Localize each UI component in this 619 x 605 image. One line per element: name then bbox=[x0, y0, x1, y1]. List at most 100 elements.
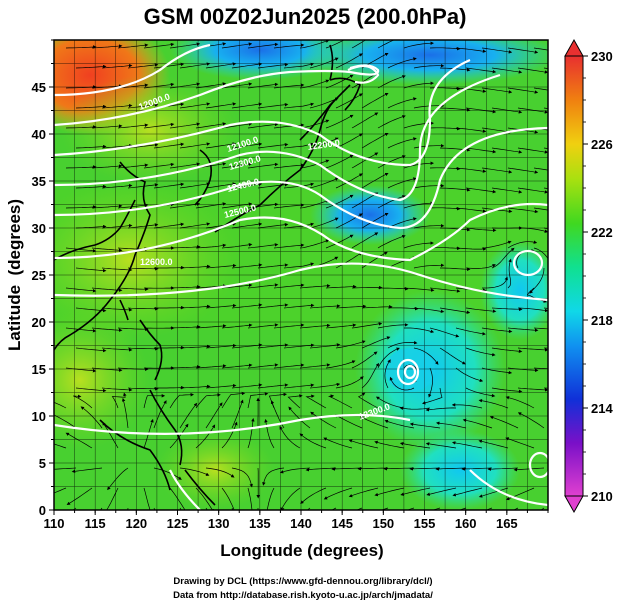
streamline bbox=[231, 182, 263, 189]
streamline bbox=[179, 264, 211, 269]
streamline bbox=[529, 267, 545, 294]
streamline bbox=[325, 234, 354, 249]
streamline bbox=[309, 343, 341, 349]
streamline bbox=[309, 217, 339, 229]
streamline bbox=[101, 347, 133, 352]
streamline bbox=[487, 467, 519, 471]
streamline bbox=[533, 167, 548, 171]
streamline bbox=[195, 284, 227, 289]
streamline bbox=[481, 47, 513, 54]
streamline bbox=[283, 182, 315, 189]
streamline bbox=[429, 46, 461, 51]
streamline bbox=[283, 142, 315, 149]
streamline bbox=[481, 327, 513, 334]
streamline bbox=[273, 203, 305, 209]
streamline bbox=[403, 81, 435, 89]
y-tick-label: 0 bbox=[39, 503, 46, 518]
x-tick-label: 145 bbox=[331, 516, 353, 531]
streamline bbox=[273, 43, 305, 49]
streamline bbox=[169, 42, 201, 49]
streamline bbox=[153, 507, 156, 510]
streamline bbox=[257, 142, 289, 149]
streamline bbox=[143, 82, 175, 89]
height-contours bbox=[54, 43, 548, 510]
colorbar: 210 214 218 222 226 230 bbox=[564, 38, 613, 514]
y-tick-label: 30 bbox=[32, 221, 46, 236]
streamline bbox=[101, 307, 133, 312]
streamline bbox=[507, 240, 538, 249]
streamline bbox=[383, 466, 415, 471]
x-tick-label: 140 bbox=[290, 516, 312, 531]
colorbar-tick-label: 226 bbox=[591, 137, 613, 152]
streamline bbox=[205, 182, 237, 189]
streamline bbox=[169, 245, 201, 249]
streamline bbox=[91, 204, 123, 209]
streamline bbox=[221, 42, 253, 49]
streamline bbox=[205, 263, 237, 269]
streamline bbox=[195, 202, 227, 209]
streamline bbox=[247, 363, 279, 369]
streamline bbox=[377, 195, 406, 209]
streamline bbox=[428, 367, 433, 398]
streamline bbox=[429, 166, 461, 171]
colorbar-tick-label: 230 bbox=[591, 49, 613, 64]
streamline bbox=[205, 142, 237, 149]
streamline bbox=[465, 387, 496, 398]
streamline bbox=[335, 340, 366, 349]
streamline bbox=[325, 194, 354, 209]
streamline bbox=[465, 67, 497, 74]
x-tick-label: 120 bbox=[125, 516, 147, 531]
x-axis-label: Longitude (degrees) bbox=[220, 541, 383, 560]
streamline bbox=[299, 284, 331, 289]
streamline bbox=[387, 177, 417, 189]
streamline bbox=[435, 421, 467, 429]
streamline bbox=[335, 376, 364, 389]
streamline bbox=[127, 387, 159, 391]
streamline bbox=[179, 222, 211, 229]
streamline bbox=[91, 44, 123, 49]
streamline bbox=[221, 202, 253, 209]
x-tick-label: 115 bbox=[85, 516, 106, 531]
streamline bbox=[465, 147, 497, 154]
streamline bbox=[403, 287, 435, 292]
streamline bbox=[231, 222, 263, 229]
streamline bbox=[361, 93, 389, 109]
streamline bbox=[299, 199, 330, 209]
streamline bbox=[335, 133, 363, 149]
streamline bbox=[439, 187, 471, 192]
streamline bbox=[280, 487, 301, 510]
streamline bbox=[455, 247, 487, 251]
streamline bbox=[305, 467, 337, 472]
streamline bbox=[91, 124, 123, 129]
streamline bbox=[205, 62, 237, 69]
streamline bbox=[384, 359, 391, 389]
streamline bbox=[80, 406, 103, 429]
streamline bbox=[169, 162, 201, 169]
streamline bbox=[465, 187, 497, 194]
streamline bbox=[153, 62, 185, 69]
streamline bbox=[327, 394, 353, 409]
streamline bbox=[491, 387, 523, 394]
streamline bbox=[399, 442, 431, 449]
streamline bbox=[75, 64, 107, 69]
streamline bbox=[377, 40, 395, 49]
colorbar-tick-label: 218 bbox=[591, 313, 613, 328]
streamline bbox=[195, 82, 227, 89]
streamline bbox=[231, 467, 253, 488]
streamline bbox=[455, 127, 487, 133]
streamline bbox=[71, 467, 103, 474]
streamline bbox=[117, 123, 149, 129]
streamline bbox=[101, 387, 133, 392]
streamline bbox=[378, 287, 409, 291]
streamline bbox=[179, 304, 211, 309]
x-tick-label: 110 bbox=[44, 516, 65, 531]
streamline bbox=[517, 147, 548, 154]
streamline bbox=[179, 467, 210, 476]
streamline bbox=[288, 406, 311, 429]
streamline bbox=[429, 327, 460, 338]
streamline bbox=[54, 487, 67, 494]
streamline bbox=[75, 307, 107, 313]
streamline bbox=[426, 487, 457, 496]
streamline bbox=[451, 441, 483, 449]
streamline bbox=[283, 222, 315, 229]
